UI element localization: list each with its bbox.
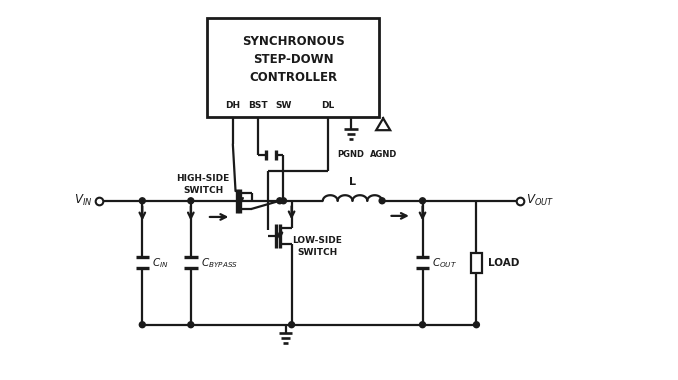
Text: HIGH-SIDE
SWITCH: HIGH-SIDE SWITCH: [176, 174, 230, 195]
Text: DL: DL: [321, 101, 335, 110]
Circle shape: [289, 322, 294, 328]
Text: $C_{IN}$: $C_{IN}$: [152, 256, 169, 270]
Text: DH: DH: [225, 101, 241, 110]
Text: SW: SW: [275, 101, 292, 110]
Circle shape: [140, 322, 145, 328]
Text: PGND: PGND: [338, 150, 364, 158]
Circle shape: [281, 198, 287, 204]
Circle shape: [277, 198, 283, 204]
Circle shape: [140, 198, 145, 204]
Text: $C_{BYPASS}$: $C_{BYPASS}$: [201, 256, 237, 270]
Circle shape: [379, 198, 385, 204]
Text: SYNCHRONOUS
STEP-DOWN
CONTROLLER: SYNCHRONOUS STEP-DOWN CONTROLLER: [242, 35, 344, 84]
Text: L: L: [349, 177, 356, 187]
Text: BST: BST: [248, 101, 268, 110]
Text: $C_{OUT}$: $C_{OUT}$: [433, 256, 458, 270]
Text: $V_{OUT}$: $V_{OUT}$: [526, 193, 554, 208]
Text: LOW-SIDE
SWITCH: LOW-SIDE SWITCH: [292, 236, 342, 257]
Circle shape: [420, 322, 426, 328]
Circle shape: [188, 322, 194, 328]
Bar: [471, 253, 482, 273]
Text: AGND: AGND: [370, 150, 397, 158]
Text: $V_{IN}$: $V_{IN}$: [75, 193, 93, 208]
Text: LOAD: LOAD: [488, 258, 519, 268]
Circle shape: [420, 198, 426, 204]
Circle shape: [188, 198, 194, 204]
Circle shape: [473, 322, 479, 328]
Bar: [207, 17, 380, 117]
